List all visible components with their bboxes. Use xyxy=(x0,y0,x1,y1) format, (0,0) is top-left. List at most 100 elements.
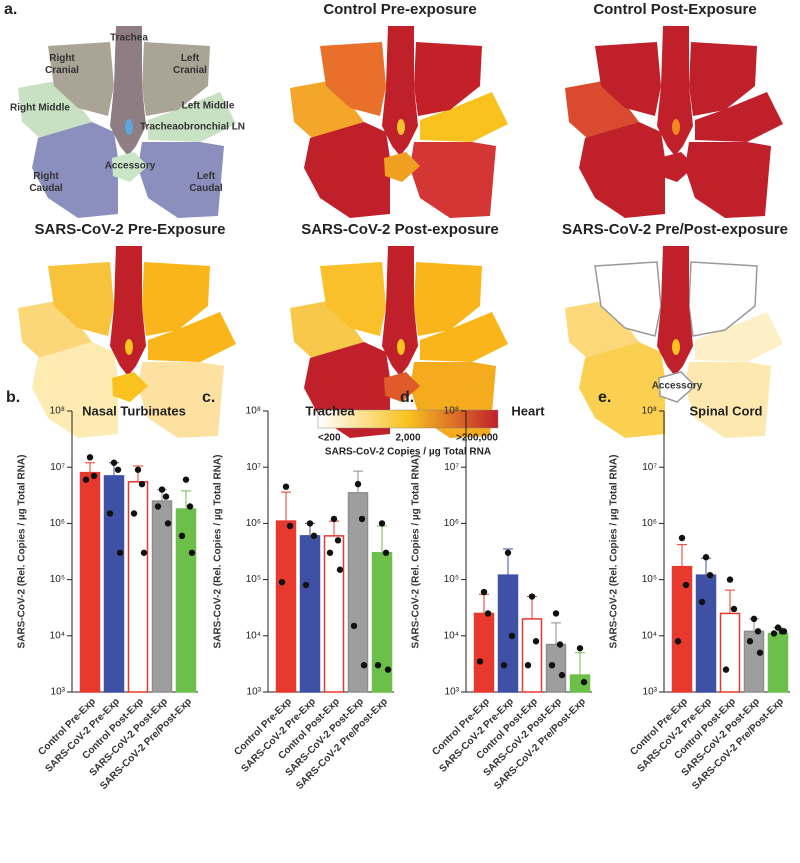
colorbar-label: <200 xyxy=(318,433,341,444)
error-bar xyxy=(181,490,191,510)
y-tick-label: 10⁶ xyxy=(246,518,261,529)
lobe xyxy=(32,342,118,438)
chart-title: Nasal Turbinates xyxy=(82,403,186,418)
data-point xyxy=(130,510,138,517)
lobe xyxy=(110,26,146,156)
lymph-node xyxy=(125,119,133,135)
bar xyxy=(497,574,519,693)
y-tick-label: 10⁷ xyxy=(642,462,657,473)
error-bar xyxy=(551,622,561,645)
data-point xyxy=(164,520,172,527)
bar xyxy=(275,520,297,693)
lobe xyxy=(142,262,210,336)
data-point xyxy=(698,598,706,606)
lobe xyxy=(579,342,665,438)
lobe xyxy=(695,92,783,142)
data-point xyxy=(326,549,334,556)
data-point xyxy=(556,641,564,648)
data-point xyxy=(350,622,358,630)
bar xyxy=(323,535,345,693)
data-point xyxy=(286,522,294,530)
data-point xyxy=(336,566,344,573)
y-tick-label: 10⁸ xyxy=(246,406,261,417)
map-title: SARS-CoV-2 Post-exposure xyxy=(301,221,499,238)
lobe xyxy=(48,262,114,336)
data-point xyxy=(82,476,90,483)
lobe xyxy=(410,142,496,218)
data-point xyxy=(774,624,782,631)
lymph-node xyxy=(397,119,405,135)
data-point xyxy=(484,610,492,617)
y-tick-label: 10⁴ xyxy=(246,630,261,641)
map-title: SARS-CoV-2 Pre/Post-exposure xyxy=(562,221,788,238)
colorbar xyxy=(317,409,499,429)
data-point xyxy=(702,554,710,561)
data-point xyxy=(480,588,488,596)
panel-label: e. xyxy=(598,389,611,406)
data-point xyxy=(674,638,682,645)
y-tick-label: 10⁴ xyxy=(50,630,65,641)
y-tick-label: 10³ xyxy=(445,687,460,698)
y-tick-label: 10⁵ xyxy=(246,574,261,585)
y-tick-label: 10³ xyxy=(643,687,658,698)
data-point xyxy=(360,661,368,669)
lymph-node xyxy=(672,339,680,355)
lung-map: Trachea Right Cranial Left Cranial Right Midd… xyxy=(10,26,245,218)
error-bar xyxy=(281,491,291,522)
data-point xyxy=(306,520,314,527)
chart-title: Spinal Cord xyxy=(690,403,763,418)
bar xyxy=(767,632,789,693)
lobe xyxy=(304,122,390,218)
lung-map: Accessory xyxy=(565,246,783,438)
lobe-label: Right Middle xyxy=(10,103,70,114)
data-point xyxy=(382,549,390,556)
bar xyxy=(473,612,495,693)
lobe xyxy=(685,362,771,438)
lobe-label: Trachea xyxy=(110,33,148,44)
data-point xyxy=(532,638,540,645)
chart-title: Heart xyxy=(511,403,545,418)
lobe xyxy=(657,246,693,376)
lobe xyxy=(148,312,236,362)
error-bar xyxy=(377,525,387,553)
lung-map xyxy=(290,26,508,218)
lobe xyxy=(420,92,508,142)
error-bar xyxy=(677,544,687,567)
data-point xyxy=(558,671,566,679)
data-point xyxy=(330,515,338,523)
y-axis-label: SARS-CoV-2 (Rel. Copies / µg Total RNA) xyxy=(411,455,422,649)
panel-label: c. xyxy=(202,389,215,406)
panel-label: d. xyxy=(400,389,414,406)
error-bar xyxy=(527,596,537,619)
data-point xyxy=(548,661,556,669)
y-tick-label: 10⁸ xyxy=(642,406,657,417)
map-title: Control Pre-exposure xyxy=(323,1,476,18)
lobe xyxy=(414,42,482,116)
y-tick-label: 10³ xyxy=(247,687,262,698)
lobe xyxy=(138,362,224,438)
data-point xyxy=(182,476,190,483)
data-point xyxy=(302,581,310,589)
lymph-node xyxy=(125,339,133,355)
chart-title: Trachea xyxy=(305,403,355,418)
data-point xyxy=(110,459,118,466)
map-title: Control Post-Exposure xyxy=(593,1,756,18)
y-tick-label: 10⁴ xyxy=(444,630,459,641)
data-point xyxy=(528,593,536,600)
lobe xyxy=(18,301,92,358)
data-point xyxy=(140,549,148,556)
bar xyxy=(79,471,101,693)
lobe-label: Right Cranial xyxy=(45,53,79,76)
lung-map xyxy=(18,246,236,438)
data-point xyxy=(354,480,362,488)
data-point xyxy=(282,483,290,490)
lobe xyxy=(148,92,236,142)
lobe xyxy=(18,81,92,138)
error-bar xyxy=(85,462,95,473)
data-point xyxy=(756,649,764,656)
bar xyxy=(695,574,717,693)
lobe-label: Tracheaobronchial LN xyxy=(140,122,245,133)
lobe xyxy=(565,301,639,358)
bar xyxy=(545,643,567,693)
